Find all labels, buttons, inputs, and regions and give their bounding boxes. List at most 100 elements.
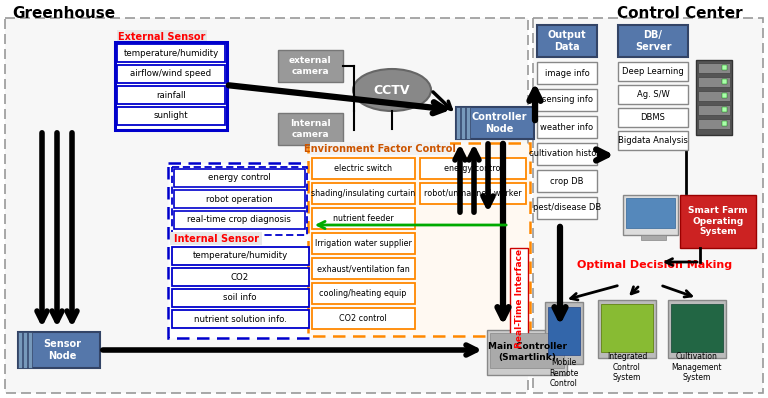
Text: External Sensor: External Sensor xyxy=(118,31,206,41)
Text: temperature/humidity: temperature/humidity xyxy=(124,49,219,57)
Text: energy control: energy control xyxy=(444,164,502,173)
Bar xyxy=(722,65,727,70)
Bar xyxy=(117,30,207,43)
Bar xyxy=(618,131,688,150)
Bar xyxy=(698,63,730,73)
Bar xyxy=(537,25,597,57)
Text: Bigdata Analysis: Bigdata Analysis xyxy=(618,136,688,145)
Bar xyxy=(278,113,343,145)
Bar xyxy=(172,247,309,265)
Bar xyxy=(671,304,723,352)
Text: pest/disease DB: pest/disease DB xyxy=(533,203,601,213)
Text: Control Center: Control Center xyxy=(617,6,743,21)
Bar xyxy=(456,107,534,139)
Text: Mobile
Remote
Control: Mobile Remote Control xyxy=(549,358,578,388)
Bar xyxy=(278,50,343,82)
Bar xyxy=(548,307,580,355)
Bar xyxy=(487,330,567,375)
Text: CO2 control: CO2 control xyxy=(339,314,387,323)
Text: Ag. S/W: Ag. S/W xyxy=(637,90,670,99)
Text: Greenhouse: Greenhouse xyxy=(12,6,115,21)
Bar xyxy=(174,190,305,208)
Text: external
camera: external camera xyxy=(289,56,331,76)
Bar xyxy=(537,170,597,192)
Text: weather info: weather info xyxy=(541,123,594,131)
Bar xyxy=(115,42,227,130)
Text: airflow/wind speed: airflow/wind speed xyxy=(131,70,211,78)
Text: robot operation: robot operation xyxy=(206,195,273,203)
Bar xyxy=(174,169,305,187)
Bar xyxy=(312,158,415,179)
Bar xyxy=(18,332,100,368)
Bar xyxy=(618,108,688,127)
Bar xyxy=(117,86,225,104)
Text: CCTV: CCTV xyxy=(374,84,410,96)
Bar xyxy=(722,93,727,98)
Text: DBMS: DBMS xyxy=(641,113,665,122)
Bar xyxy=(698,105,730,115)
Text: Irrigation water supplier: Irrigation water supplier xyxy=(315,239,412,248)
Text: Smart Farm
Operating
System: Smart Farm Operating System xyxy=(688,206,748,236)
Bar xyxy=(172,268,309,286)
Bar xyxy=(168,163,311,338)
Bar xyxy=(722,107,727,112)
Bar xyxy=(698,91,730,101)
Text: Main Controller
(Smartlink): Main Controller (Smartlink) xyxy=(488,342,567,362)
Text: Deep Learning: Deep Learning xyxy=(622,67,684,76)
Bar xyxy=(626,198,675,228)
Text: shading/insulating curtain: shading/insulating curtain xyxy=(311,189,415,198)
Bar xyxy=(598,300,656,358)
Bar xyxy=(117,44,225,62)
Bar xyxy=(312,183,415,204)
Bar xyxy=(117,65,225,83)
Text: temperature/humidity: temperature/humidity xyxy=(192,252,288,261)
Bar xyxy=(420,183,526,204)
Text: soil info: soil info xyxy=(223,293,257,302)
Bar xyxy=(117,107,225,125)
Bar xyxy=(456,107,460,139)
Text: robot/unmanned worker: robot/unmanned worker xyxy=(424,189,521,198)
Bar xyxy=(312,308,415,329)
Bar xyxy=(23,332,27,368)
Text: cooling/heating equip: cooling/heating equip xyxy=(319,289,407,298)
Bar xyxy=(537,62,597,84)
Bar xyxy=(698,77,730,87)
Text: DB/
Server: DB/ Server xyxy=(634,30,671,52)
Bar xyxy=(461,107,465,139)
Bar xyxy=(618,25,688,57)
Bar xyxy=(696,60,732,135)
Bar xyxy=(310,142,450,155)
Bar xyxy=(174,211,305,229)
Text: real-time crop diagnosis: real-time crop diagnosis xyxy=(187,215,291,224)
Text: energy control: energy control xyxy=(207,174,270,183)
Bar xyxy=(537,89,597,111)
Bar xyxy=(510,248,528,348)
Text: Integrated
Control
System: Integrated Control System xyxy=(607,352,647,382)
Ellipse shape xyxy=(353,69,431,111)
Text: Cultivation
Management
System: Cultivation Management System xyxy=(672,352,722,382)
Bar xyxy=(537,197,597,219)
Bar xyxy=(18,332,22,368)
Bar xyxy=(172,310,309,328)
Text: image info: image info xyxy=(545,68,589,78)
Text: cultivation history: cultivation history xyxy=(529,150,605,158)
Text: nutrient feeder: nutrient feeder xyxy=(333,214,393,223)
Text: Controller
Node: Controller Node xyxy=(472,112,527,134)
Text: sensing info: sensing info xyxy=(541,96,592,105)
Text: electric switch: electric switch xyxy=(334,164,392,173)
Bar xyxy=(537,116,597,138)
Bar xyxy=(308,143,530,336)
Bar xyxy=(533,18,763,393)
Text: Environment Factor Control: Environment Factor Control xyxy=(304,144,456,154)
Bar xyxy=(545,302,583,364)
Bar xyxy=(722,79,727,84)
Bar xyxy=(680,195,756,248)
Bar xyxy=(618,85,688,104)
Bar xyxy=(490,333,564,368)
Text: CO2: CO2 xyxy=(231,273,249,281)
Bar xyxy=(698,119,730,129)
Text: sunlight: sunlight xyxy=(154,111,188,121)
Text: exhaust/ventilation fan: exhaust/ventilation fan xyxy=(316,264,409,273)
Bar xyxy=(312,208,415,229)
Bar xyxy=(668,300,726,358)
